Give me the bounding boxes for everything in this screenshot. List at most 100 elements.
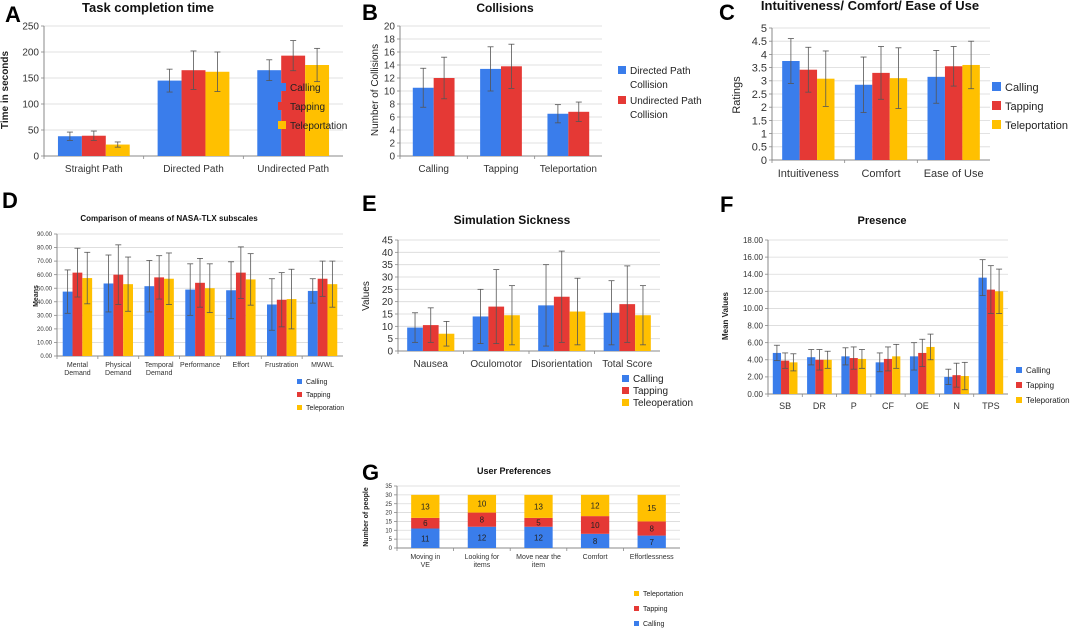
x-tick-line: Physical [105,362,132,369]
bar-teleportation [817,78,835,160]
y-tick-label: 15 [385,520,392,526]
bar-calling [909,356,919,394]
bar-tapping [580,516,610,534]
legend-swatch [1016,367,1022,373]
legend-label: Teleportation [643,591,683,598]
y-tick-label: 0 [33,152,39,163]
x-tick-label: Oculomotor [470,359,522,370]
y-tick-label: 10.00 [743,304,764,313]
legend: Calling Tapping Teleporation [297,379,344,412]
x-tick-line: Move near the [516,554,561,561]
y-axis-label: Means [33,285,40,307]
y-tick-label: 4 [389,126,395,137]
bar-calling [467,526,497,548]
legend-swatch [278,102,286,110]
y-tick-label: 8.00 [747,321,763,330]
chart-title: Task completion time [82,0,214,15]
y-tick-label: 4 [761,49,767,61]
chart-title: Simulation Sickness [454,213,571,227]
bar-calling [103,283,114,356]
data-label: 7 [649,538,654,547]
panel-letter: B [362,0,378,25]
legend-label: Teleporation [1026,396,1070,405]
x-tick-line: Effort [233,362,250,369]
legend-swatch [634,591,639,596]
y-tick-label: 40 [382,248,394,259]
bar-calling [257,70,282,156]
bar-tapping [815,359,824,394]
bar-teleportation [82,278,93,356]
bar-calling [157,80,182,156]
legend: Directed Path Collision Undirected Path Col… [618,66,702,121]
y-tick-label: 4.00 [747,356,763,365]
bar-teleportation [926,346,935,394]
y-tick-label: 35 [385,484,392,490]
data-label: 10 [591,521,600,530]
legend: Calling Tapping Teleporation [1016,366,1070,405]
x-tick-label: Mental Demand [64,362,91,377]
y-tick-label: 150 [22,74,39,85]
y-tick-label: 20.00 [37,327,53,333]
legend-swatch [278,121,286,129]
legend-swatch [622,399,629,406]
data-label: 8 [649,525,654,534]
x-tick-label: SB [779,401,791,411]
data-label: 12 [477,533,486,542]
legend-label: Directed Path Collision [630,66,691,91]
chart-panel-g: G User Preferences Number of people 0 5 10 15 2… [362,460,683,628]
bar-tapping [154,277,165,356]
legend-swatch [992,120,1001,129]
bar-tapping [276,299,287,356]
y-tick-label: 10 [382,322,394,333]
x-tick-line: Mental [67,362,88,369]
bar-tapping [799,69,818,160]
x-tick-label: Directed Path [163,164,224,175]
bar-calling [944,376,953,394]
x-tick-label: DR [813,401,826,411]
y-tick-label: 0.00 [747,390,763,399]
bar-tapping [944,66,963,160]
legend-label: Calling [306,379,328,386]
x-tick-line: Effortlessness [630,554,674,561]
data-label: 6 [423,519,428,528]
bar-tapping [467,512,497,527]
legend: Calling Tapping Teleportation [992,82,1068,132]
bar-tapping [181,70,206,156]
bar-calling [854,84,873,160]
bar-tapping [411,517,440,529]
legend-swatch [297,405,302,410]
legend-swatch [622,387,629,394]
y-tick-label: 2 [761,102,767,114]
y-tick-label: 20 [384,22,396,33]
y-axis-label: Number of Collisions [370,44,381,136]
y-tick-label: 2.5 [752,89,767,101]
y-tick-label: 0 [389,152,395,163]
y-axis-label: Values [361,281,372,311]
chart-title: Comparison of means of NASA-TLX subscale… [80,214,258,223]
x-tick-line: Demand [146,370,173,377]
legend-line: Undirected Path [630,96,702,107]
x-tick-label: Frustration [265,362,299,369]
bar-teleportation [994,291,1004,394]
panel-letter: D [2,188,18,213]
data-label: 12 [534,533,543,542]
y-tick-label: 5 [761,23,767,35]
legend-line: Collision [630,80,668,91]
bar-tapping [72,272,83,356]
bar-teleportation [889,78,908,160]
x-tick-label: Performance [180,362,220,369]
y-tick-label: 6 [389,113,395,124]
y-tick-label: 100 [22,100,39,111]
legend-swatch [1016,382,1022,388]
x-tick-label: Effort [233,362,250,369]
panel-letter: A [5,2,21,27]
bar-calling [637,535,666,548]
bar-calling [307,290,318,356]
y-tick-label: 60.00 [37,273,53,279]
bar-teleportation [962,64,980,160]
legend-swatch [297,392,302,397]
legend-label: Teleporation [306,405,344,412]
y-tick-label: 0 [387,347,393,358]
x-tick-label: Ease of Use [924,168,984,180]
y-tick-label: 25 [382,285,394,296]
